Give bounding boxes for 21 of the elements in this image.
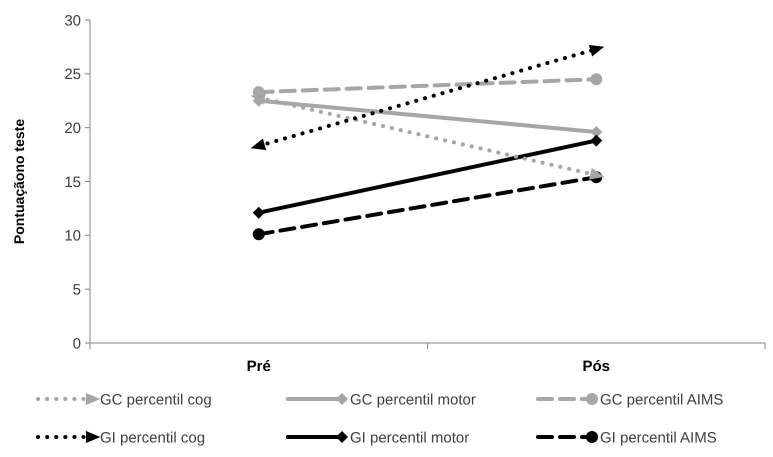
legend-label: GC percentil cog xyxy=(100,391,212,408)
legend-label: GI percentil cog xyxy=(100,429,206,446)
y-tick-label: 10 xyxy=(64,228,81,245)
point xyxy=(252,206,265,219)
x-tick-label: Pré xyxy=(246,358,271,375)
y-tick-label: 20 xyxy=(64,120,81,137)
legend-label: GC percentil AIMS xyxy=(600,391,724,408)
y-tick-label: 30 xyxy=(64,12,81,30)
y-tick-label: 0 xyxy=(72,335,81,352)
y-tick-label: 25 xyxy=(64,66,81,84)
x-tick-label: Pós xyxy=(582,358,610,375)
y-tick-label: 15 xyxy=(64,174,81,191)
legend-label: GI percentil motor xyxy=(350,429,470,446)
point xyxy=(252,228,265,240)
point xyxy=(590,134,602,147)
legend-label: GI percentil AIMS xyxy=(600,429,717,446)
legend-label: GC percentil motor xyxy=(350,391,476,408)
point xyxy=(590,73,602,86)
point xyxy=(590,126,602,138)
y-axis-title: Pontuaçãono teste xyxy=(11,118,27,244)
y-tick-label: 5 xyxy=(72,281,81,298)
